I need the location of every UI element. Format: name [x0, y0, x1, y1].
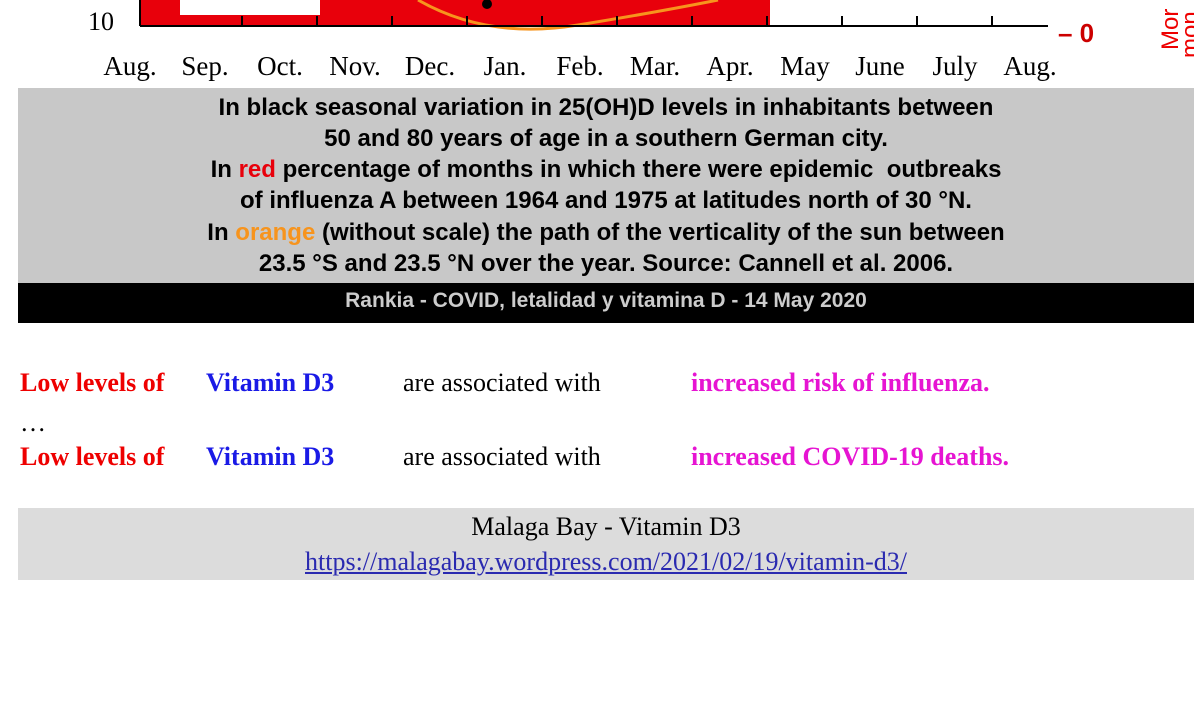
caption-line: 23.5 °S and 23.5 °N over the year. Sourc…	[258, 250, 954, 277]
point	[482, 0, 492, 9]
statement-part: Vitamin D3	[206, 368, 335, 397]
caption-line: In red percentage of months in which the…	[18, 156, 1194, 184]
figure-image: Aug. Sep. Oct. Nov. Dec. Jan. Feb. Mar. Apr. May J…	[88, 0, 1194, 81]
month-label: Nov.	[329, 51, 381, 81]
text: percentage of months in which there were…	[275, 156, 1002, 183]
month-label: Sep.	[181, 51, 228, 81]
statement-part: are associated with	[403, 368, 601, 397]
text: (without scale) the path of the vertical…	[315, 219, 1005, 246]
caption-box	[18, 88, 1194, 283]
month-label: May	[780, 51, 830, 81]
statement-part: increased risk of influenza.	[691, 368, 990, 397]
statement-part: Vitamin D3	[206, 442, 335, 471]
credit-bar	[18, 283, 1194, 323]
side-label: Mor	[1157, 9, 1184, 50]
month-label: Jan.	[484, 51, 527, 81]
statement-part: are associated with	[403, 442, 601, 471]
text: In	[207, 219, 236, 246]
month-label: Oct.	[257, 51, 303, 81]
month-label: June	[855, 51, 905, 81]
side-label: mon	[1177, 11, 1194, 58]
credit: Rankia - COVID, letalidad y vitamina D -…	[345, 289, 867, 312]
statement-part: Low levels of	[20, 368, 165, 397]
source-title: Malaga Bay - Vitamin D3	[471, 512, 741, 541]
white-patch	[180, 0, 320, 15]
statement-part: increased COVID-19 deaths.	[691, 442, 1010, 471]
caption-line: In orange (without scale) the path of th…	[18, 219, 1194, 247]
text: orange	[235, 219, 316, 246]
ellipsis: …	[20, 408, 46, 437]
month-label: Apr.	[706, 51, 753, 81]
statement-part: Low levels of	[20, 442, 165, 471]
caption-line: of influenza A between 1964 and 1975 at …	[240, 187, 972, 214]
month-label: Aug.	[103, 51, 156, 81]
caption-line: In black seasonal variation in 25(OH)D l…	[218, 94, 994, 121]
month-label: Feb.	[556, 51, 603, 81]
text: red	[238, 156, 276, 183]
month-label: Aug.	[1003, 51, 1056, 81]
y-label: 10	[88, 7, 114, 36]
text: In	[210, 156, 239, 183]
month-label: July	[932, 51, 978, 81]
month-label: Dec.	[405, 51, 455, 81]
source-link[interactable]: https://malagabay.wordpress.com/2021/02/…	[305, 547, 907, 576]
right-label: – 0	[1058, 18, 1094, 48]
month-label: Mar.	[630, 51, 680, 81]
caption-line: 50 and 80 years of age in a southern Ger…	[324, 125, 888, 152]
source-box	[18, 508, 1194, 580]
